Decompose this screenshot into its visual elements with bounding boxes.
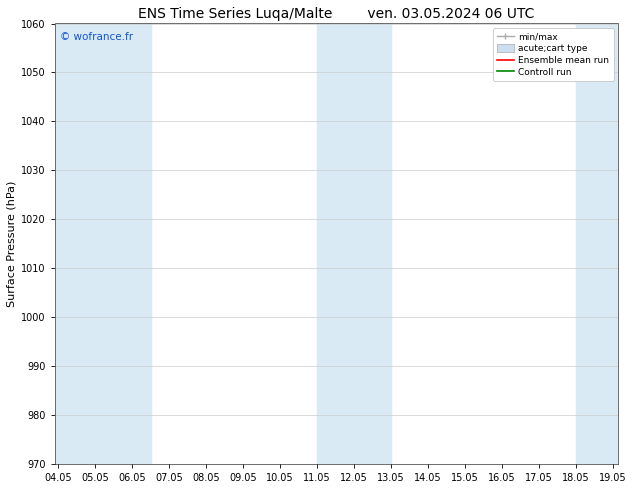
- Bar: [576, 24, 618, 464]
- Bar: [317, 24, 391, 464]
- Bar: [55, 24, 95, 464]
- Text: © wofrance.fr: © wofrance.fr: [60, 32, 134, 42]
- Bar: [95, 24, 151, 464]
- Legend: min/max, acute;cart type, Ensemble mean run, Controll run: min/max, acute;cart type, Ensemble mean …: [493, 28, 614, 81]
- Y-axis label: Surface Pressure (hPa): Surface Pressure (hPa): [7, 181, 17, 307]
- Title: ENS Time Series Luqa/Malte        ven. 03.05.2024 06 UTC: ENS Time Series Luqa/Malte ven. 03.05.20…: [138, 7, 534, 21]
